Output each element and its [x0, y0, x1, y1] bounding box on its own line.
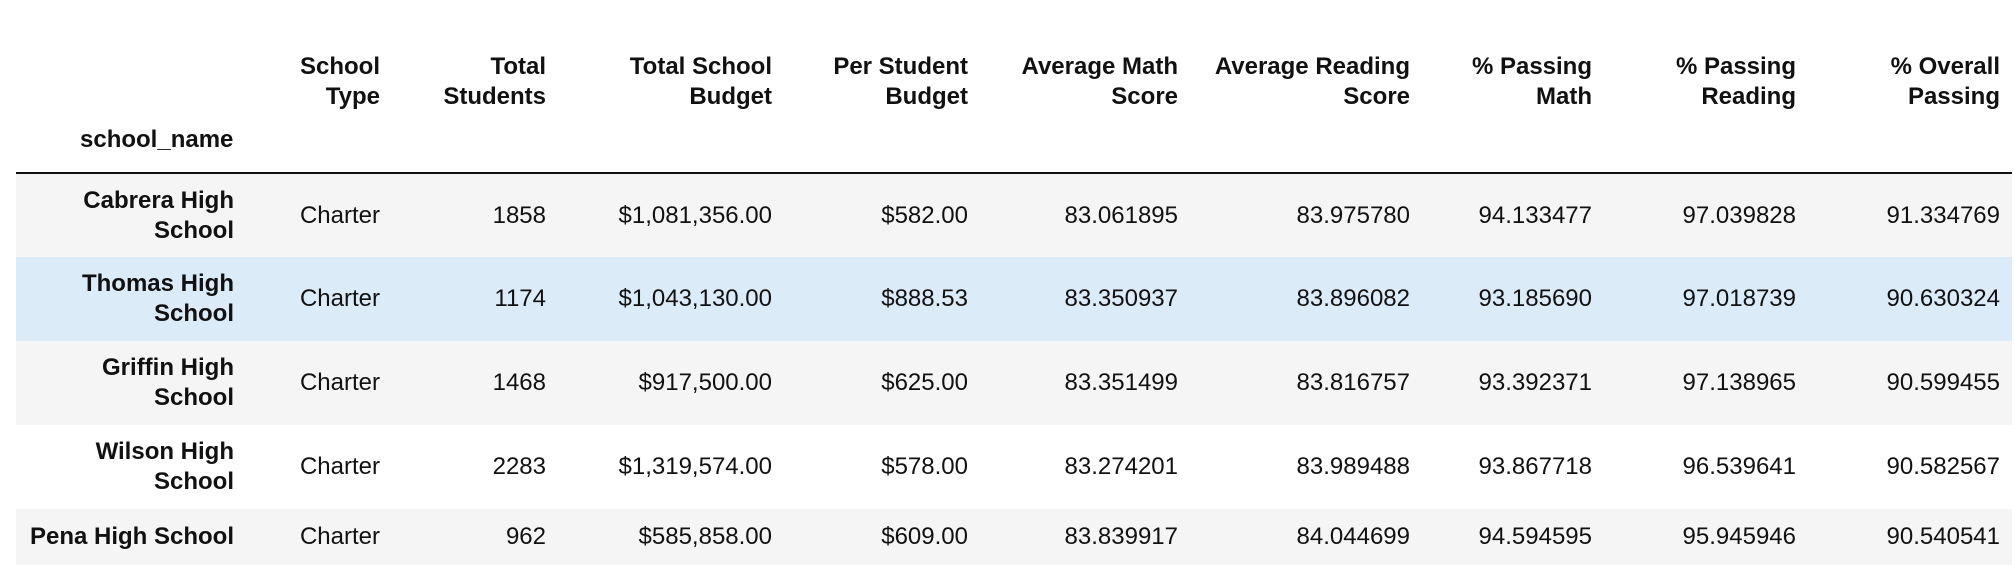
cell-percent-overall-passing: 90.630324: [1886, 285, 2000, 312]
row-index-school-name: Cabrera High School: [16, 172, 246, 257]
index-header-spacer: [784, 118, 980, 173]
cell-percent-passing-math: 93.392371: [1478, 369, 1592, 396]
row-index-school-name: Thomas High School: [81, 270, 234, 327]
cell-per-student-budget: $582.00: [784, 172, 980, 257]
column-header-percent-passing-reading: % Passing Reading: [1675, 53, 1796, 110]
cell-average-reading-score: 83.816757: [1296, 369, 1410, 396]
cell-school-type: Charter: [299, 369, 380, 396]
cell-average-reading-score: 83.975780: [1190, 172, 1422, 257]
column-header-average-reading-score: Average Reading Score: [1214, 53, 1410, 110]
column-header-percent-overall-passing: % Overall Passing: [1890, 53, 2000, 110]
cell-average-reading-score: 83.896082: [1296, 285, 1410, 312]
cell-average-math-score: 83.351499: [1064, 369, 1178, 396]
index-header-spacer: [980, 118, 1190, 173]
cell-per-student-budget: $578.00: [881, 453, 968, 480]
cell-percent-passing-reading: 97.138965: [1682, 369, 1796, 396]
cell-percent-passing-math: 94.133477: [1422, 172, 1604, 257]
cell-total-school-budget: $1,043,130.00: [618, 285, 772, 312]
cell-percent-passing-math: 93.185690: [1478, 285, 1592, 312]
cell-total-school-budget: $1,081,356.00: [558, 172, 784, 257]
index-header-spacer: [1808, 118, 2012, 173]
column-header-percent-passing-math: % Passing Math: [1471, 53, 1592, 110]
cell-per-student-budget: $888.53: [881, 285, 968, 312]
index-name-label: school_name: [80, 126, 234, 153]
cell-average-reading-score: 84.044699: [1296, 523, 1410, 550]
cell-average-reading-score: 83.989488: [1296, 453, 1410, 480]
cell-per-student-budget: $625.00: [881, 369, 968, 396]
index-header-row: school_name: [16, 118, 2012, 173]
index-header-spacer: [1422, 118, 1604, 173]
cell-total-school-budget: $585,858.00: [638, 523, 772, 550]
table-row: Wilson High School Charter 2283 $1,319,5…: [16, 425, 2012, 509]
cell-school-type: Charter: [299, 285, 380, 312]
row-index-school-name: Griffin High School: [102, 354, 234, 411]
table-row: Pena High School Charter 962 $585,858.00…: [16, 509, 2012, 565]
index-header-spacer: [392, 118, 558, 173]
column-header-per-student-budget: Per Student Budget: [833, 53, 968, 110]
cell-school-type: Charter: [299, 453, 380, 480]
cell-total-students: 2283: [492, 453, 546, 480]
column-header-row: School Type Total Students Total School …: [16, 0, 2012, 118]
cell-average-math-score: 83.274201: [1064, 453, 1178, 480]
cell-total-students: 962: [505, 523, 546, 550]
cell-average-math-score: 83.839917: [1064, 523, 1178, 550]
row-index-school-name: Wilson High School: [95, 438, 234, 495]
column-header-total-school-budget: Total School Budget: [629, 53, 772, 110]
cell-total-students: 1174: [494, 285, 546, 312]
cell-percent-passing-reading: 97.039828: [1604, 172, 1808, 257]
index-header-spacer: [558, 118, 784, 173]
cell-school-type: Charter: [246, 172, 392, 257]
cell-percent-passing-math: 93.867718: [1478, 453, 1592, 480]
cell-total-students: 1858: [392, 172, 558, 257]
cell-school-type: Charter: [299, 523, 380, 550]
cell-average-math-score: 83.350937: [1064, 285, 1178, 312]
column-header-total-students: Total Students: [443, 53, 546, 110]
cell-per-student-budget: $609.00: [881, 523, 968, 550]
index-header-spacer: [1604, 118, 1808, 173]
cell-percent-overall-passing: 90.599455: [1886, 369, 2000, 396]
cell-percent-overall-passing: 90.582567: [1886, 453, 2000, 480]
index-header-spacer: [1190, 118, 1422, 173]
cell-total-students: 1468: [492, 369, 546, 396]
cell-percent-passing-reading: 95.945946: [1682, 523, 1796, 550]
column-header-school-type: School Type: [299, 53, 380, 110]
column-header-average-math-score: Average Math Score: [1021, 53, 1179, 110]
table-row: Griffin High School Charter 1468 $917,50…: [16, 341, 2012, 425]
table-row: Cabrera High School Charter 1858 $1,081,…: [16, 172, 2012, 257]
cell-percent-passing-reading: 97.018739: [1682, 285, 1796, 312]
table-row: Thomas High School Charter 1174 $1,043,1…: [16, 257, 2012, 341]
index-corner-cell: [16, 0, 246, 118]
cell-percent-overall-passing: 90.540541: [1886, 523, 2000, 550]
cell-percent-overall-passing: 91.334769: [1808, 172, 2012, 257]
index-header-spacer: [246, 118, 392, 173]
row-index-school-name: Pena High School: [29, 523, 234, 550]
cell-average-math-score: 83.061895: [980, 172, 1190, 257]
cell-percent-passing-reading: 96.539641: [1682, 453, 1796, 480]
top-schools-table: School Type Total Students Total School …: [16, 0, 2012, 565]
cell-percent-passing-math: 94.594595: [1478, 523, 1592, 550]
cell-total-school-budget: $917,500.00: [638, 369, 772, 396]
cell-total-school-budget: $1,319,574.00: [618, 453, 772, 480]
